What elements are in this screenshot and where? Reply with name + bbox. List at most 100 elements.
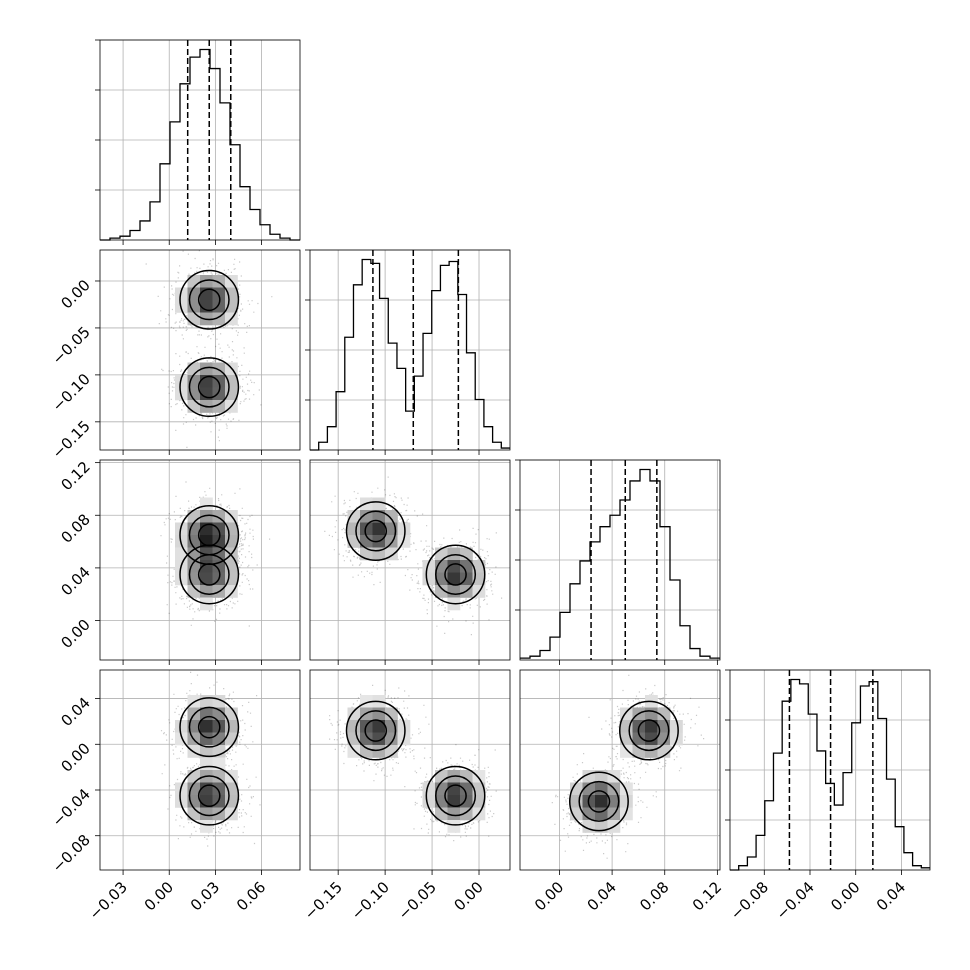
- density-cell: [645, 707, 658, 721]
- scatter-panel-3-1: [99, 459, 301, 661]
- density-cell: [385, 707, 398, 721]
- density-layer: [145, 250, 273, 448]
- density-cell: [187, 300, 201, 313]
- density-cell: [175, 720, 188, 733]
- density-cell: [447, 560, 461, 573]
- y-tick-label: 0.04: [57, 694, 93, 730]
- density-cell: [212, 522, 226, 536]
- histogram-panel-1: [95, 39, 301, 241]
- density-cell: [212, 782, 226, 796]
- density-cell: [347, 707, 361, 721]
- density-cell: [620, 745, 633, 758]
- density-cell: [212, 745, 226, 758]
- density-contour: [197, 715, 221, 739]
- y-tick-label: 0.00: [57, 616, 93, 652]
- scatter-panel-3-2: [309, 459, 511, 661]
- density-cell: [397, 720, 411, 733]
- density-cell: [187, 287, 201, 301]
- density-cell: [447, 585, 461, 598]
- density-contour: [435, 775, 477, 817]
- density-cell: [447, 807, 461, 821]
- x-tick-label: 0.04: [584, 878, 620, 914]
- density-cell: [385, 745, 398, 758]
- density-layer: [551, 674, 705, 859]
- density-cell: [460, 560, 473, 573]
- panel-frame: [309, 459, 511, 661]
- density-cell: [187, 375, 201, 388]
- density-cell: [422, 560, 436, 573]
- panel-frame: [519, 669, 721, 871]
- density-cell: [200, 757, 213, 771]
- density-contour: [179, 765, 240, 826]
- density-cell: [372, 732, 386, 746]
- x-tick-label: −0.15: [301, 878, 346, 923]
- density-contour: [197, 784, 221, 808]
- density-cell: [187, 585, 201, 598]
- density-cell: [187, 362, 201, 376]
- density-cell: [460, 807, 473, 821]
- x-tick-label: −0.10: [348, 878, 393, 923]
- density-cell: [212, 770, 226, 783]
- density-cell: [435, 585, 448, 598]
- density-cell: [460, 770, 473, 783]
- density-contour: [618, 700, 679, 761]
- density-layer: [160, 671, 261, 847]
- scatter-panel-4-2: [309, 669, 511, 871]
- density-cell: [435, 560, 448, 573]
- density-contour: [444, 563, 467, 586]
- density-contour: [425, 544, 486, 605]
- density-contour: [628, 710, 670, 752]
- y-tick-label: −0.04: [49, 785, 94, 830]
- density-layer: [324, 476, 503, 636]
- density-cell: [187, 770, 201, 783]
- density-cell: [372, 745, 386, 758]
- density-contour: [355, 710, 397, 752]
- density-cell: [347, 522, 361, 536]
- density-cell: [435, 807, 448, 821]
- density-cell: [212, 535, 226, 548]
- x-tick-label: 0.00: [531, 878, 567, 914]
- density-cell: [582, 782, 596, 796]
- x-tick-label: 0.03: [187, 878, 223, 914]
- density-cell: [200, 820, 213, 833]
- density-cell: [360, 522, 373, 536]
- density-cell: [372, 522, 386, 536]
- density-cell: [657, 732, 671, 746]
- panel-frame: [99, 459, 301, 661]
- scatter-panel-4-1: [99, 669, 301, 871]
- histogram-panel-2: [305, 249, 511, 451]
- density-cell: [200, 572, 213, 586]
- density-cell: [422, 572, 436, 586]
- density-cell: [632, 745, 646, 758]
- density-cell: [187, 510, 201, 523]
- x-tick-label: −0.04: [773, 878, 818, 923]
- histogram-step-line: [310, 258, 510, 451]
- density-cell: [187, 720, 201, 733]
- density-cell: [212, 720, 226, 733]
- density-cell: [360, 745, 373, 758]
- y-tick-label: 0.04: [57, 563, 93, 599]
- density-contour: [578, 780, 620, 822]
- density-cell: [645, 745, 658, 758]
- density-cell: [460, 547, 473, 561]
- density-cell: [645, 732, 658, 746]
- density-cell: [200, 275, 213, 288]
- density-cell: [657, 745, 671, 758]
- density-contour: [197, 523, 221, 547]
- density-cell: [447, 547, 461, 561]
- panel-frame: [729, 669, 931, 871]
- y-tick-label: 0.12: [57, 458, 93, 494]
- panel-frame: [99, 249, 301, 451]
- density-contour: [188, 279, 230, 321]
- density-contour: [179, 697, 240, 758]
- density-cell: [460, 782, 473, 796]
- density-cell: [447, 782, 461, 796]
- density-cell: [422, 782, 436, 796]
- density-cell: [607, 795, 621, 808]
- density-cell: [570, 807, 583, 821]
- histogram-panel-3: [515, 459, 721, 661]
- density-contour: [425, 765, 486, 826]
- histogram-step-line: [100, 48, 300, 241]
- density-cell: [212, 400, 226, 413]
